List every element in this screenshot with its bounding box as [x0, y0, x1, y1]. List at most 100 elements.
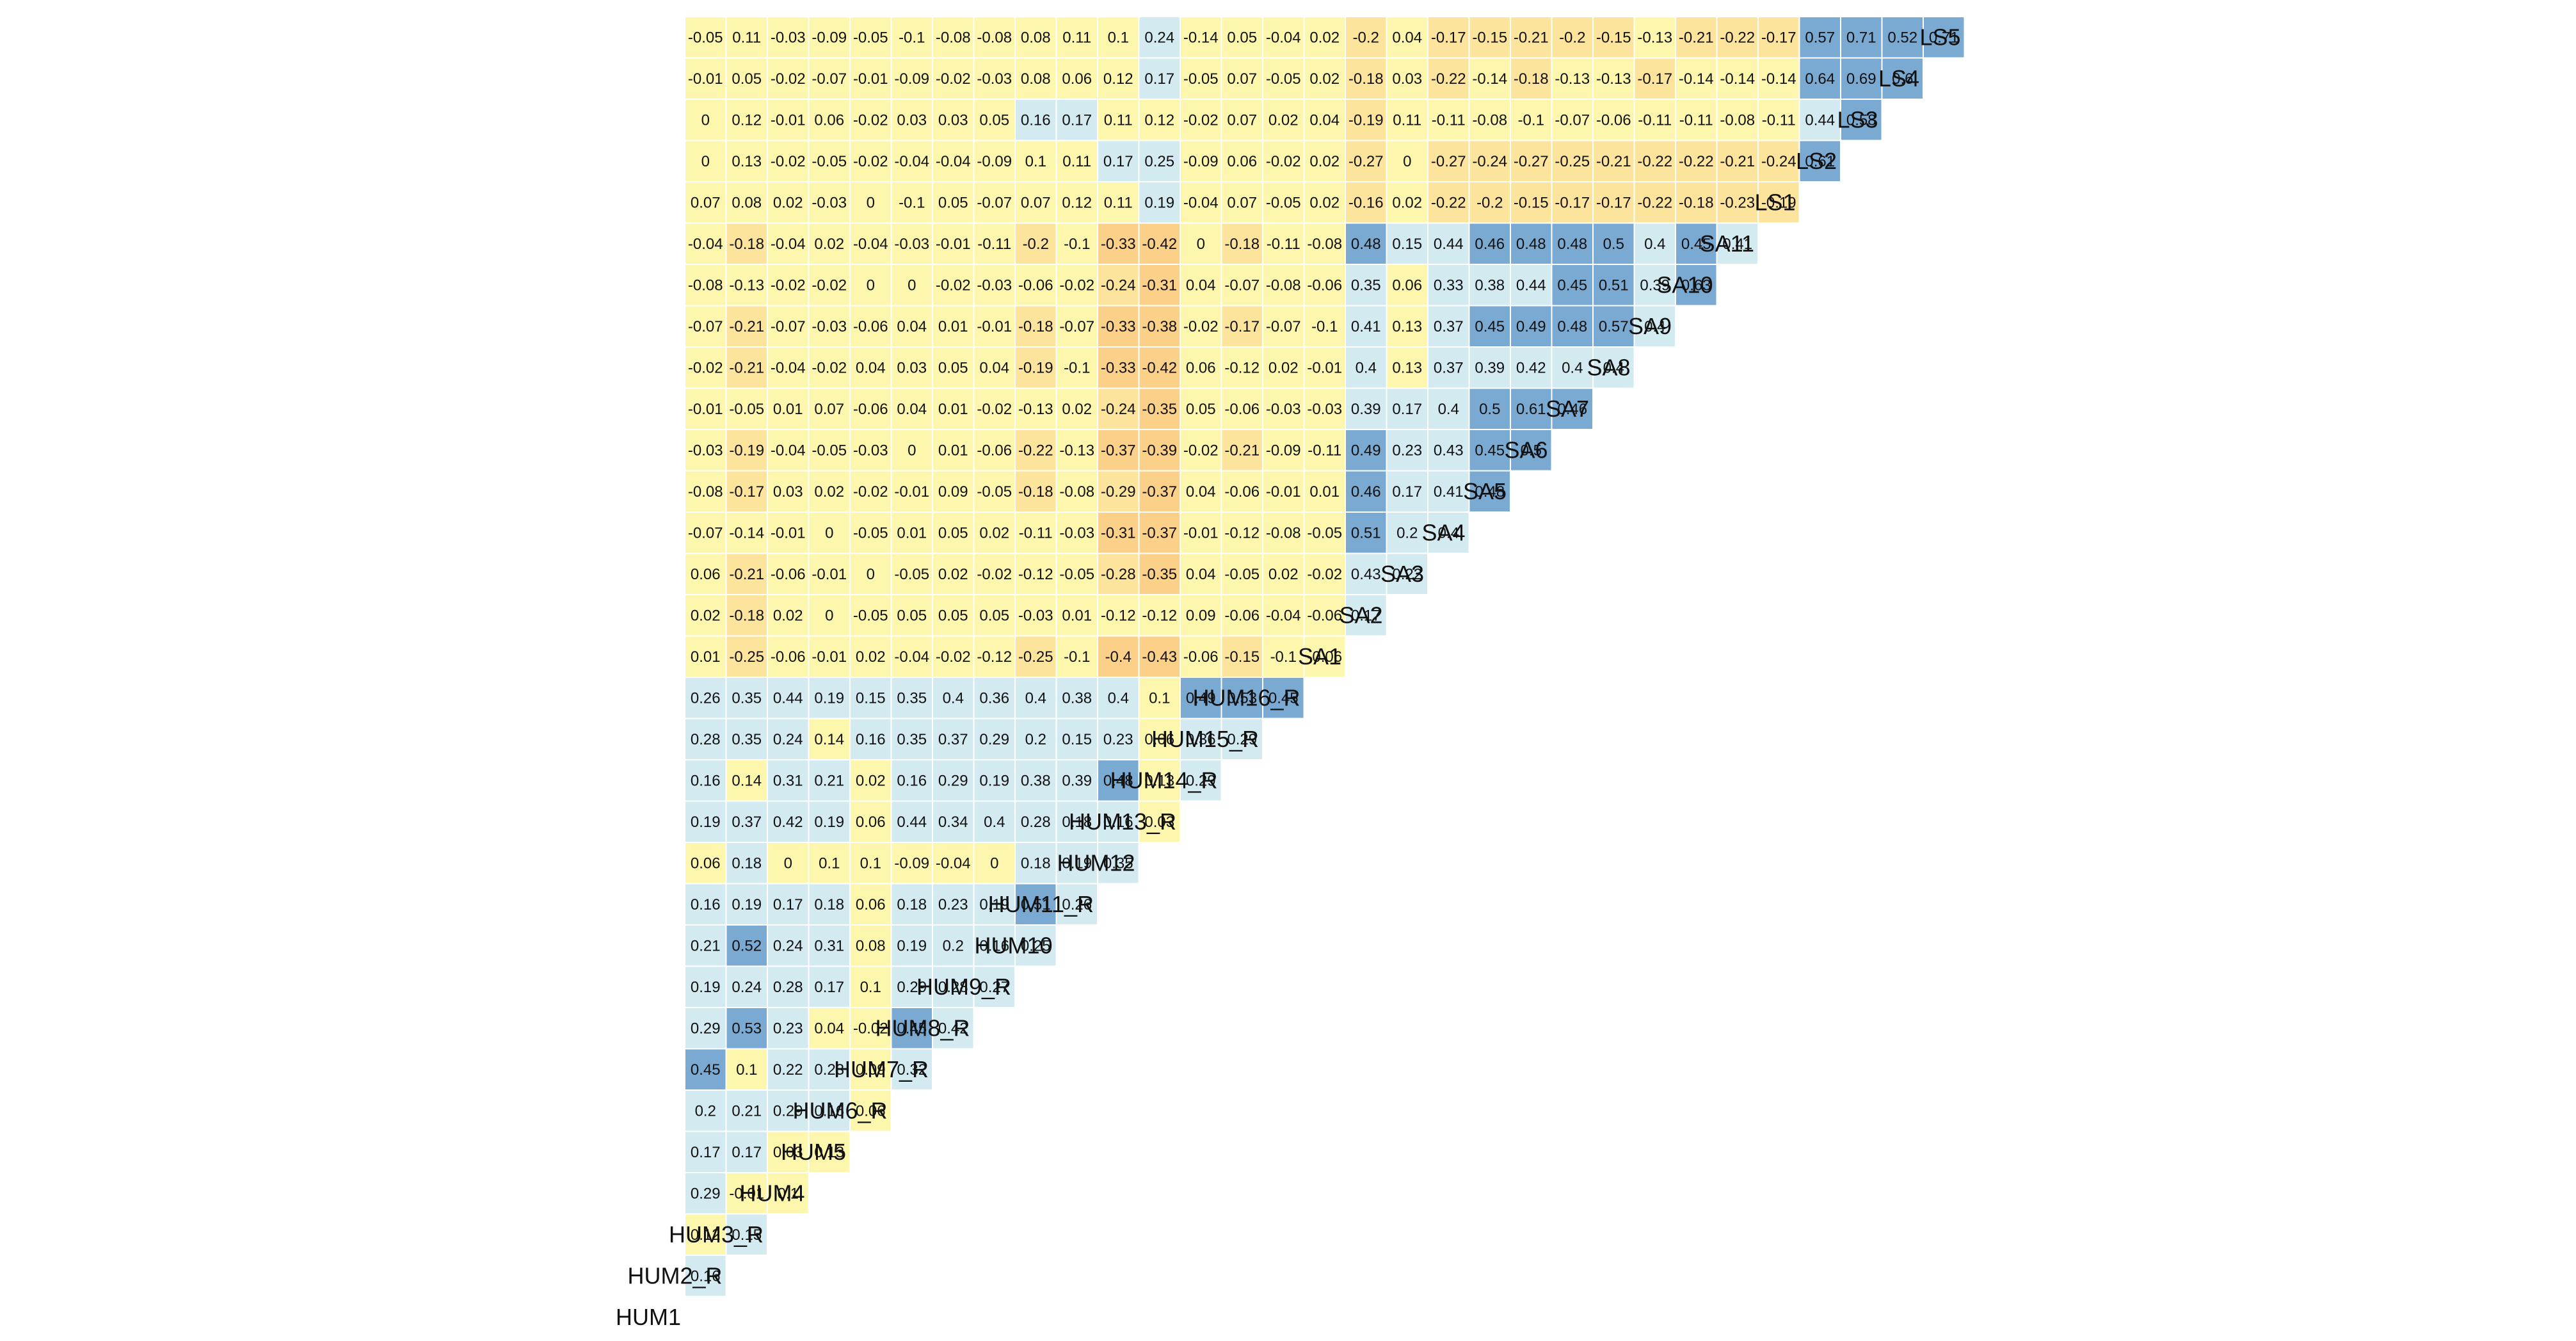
heatmap-cell — [1468, 264, 1511, 307]
cell-value-label: 0.4 — [1438, 401, 1459, 418]
cell-value-label: 0.19 — [979, 896, 1009, 913]
cell-value-label: 0.4 — [943, 689, 964, 707]
cell-value-label: 0.08 — [732, 194, 762, 211]
heatmap-cell — [1180, 264, 1222, 307]
heatmap-cell — [890, 842, 933, 885]
cell-value-label: 0.38 — [1475, 277, 1505, 294]
cell-value-label: 0.46 — [1351, 483, 1381, 501]
cell-value-label: 0.48 — [1516, 236, 1546, 253]
cell-value-label: 0.1 — [819, 855, 840, 872]
cell-value-label: -0.18 — [729, 607, 764, 624]
cell-value-label: 0.11 — [1104, 111, 1133, 129]
cell-value-label: -0.14 — [729, 524, 764, 542]
cell-value-label: 0 — [908, 442, 916, 459]
cell-value-label: -0.14 — [1761, 70, 1796, 88]
heatmap-cell — [1055, 346, 1098, 389]
cell-value-label: -0.11 — [1762, 111, 1796, 129]
heatmap-cell — [1510, 305, 1553, 348]
cell-value-label: 0.21 — [732, 1102, 762, 1120]
cell-value-label: 0.03 — [773, 1144, 803, 1161]
cell-value-label: 0.1 — [860, 855, 881, 872]
variable-label: SA2 — [1339, 602, 1382, 628]
cell-value-label: 0.29 — [938, 772, 968, 789]
cell-value-label: -0.06 — [1018, 277, 1053, 294]
variable-label: LS5 — [1919, 24, 1960, 50]
cell-value-label: 0.4 — [1108, 689, 1129, 707]
heatmap-cell — [973, 305, 1016, 348]
heatmap-cell — [1675, 222, 1718, 265]
cell-value-label: -0.08 — [1266, 277, 1301, 294]
heatmap-cell — [1551, 222, 1594, 265]
cell-value-label: -0.06 — [1224, 607, 1260, 624]
heatmap-cell — [1014, 635, 1057, 678]
heatmap-cell — [1055, 387, 1098, 430]
cell-value-label: 0.57 — [1599, 318, 1629, 335]
cell-value-label: 0.16 — [897, 772, 927, 789]
cell-value-label: -0.04 — [853, 236, 888, 253]
heatmap-cell — [1757, 16, 1800, 59]
heatmap-cell — [684, 346, 727, 389]
cell-value-label: -0.39 — [1142, 442, 1177, 459]
cell-value-label: -0.02 — [771, 277, 806, 294]
heatmap-cell — [1345, 429, 1388, 472]
cell-value-label: -0.08 — [977, 29, 1012, 46]
cell-value-label: -0.01 — [1266, 483, 1301, 501]
heatmap-cell — [808, 346, 851, 389]
heatmap-cell — [890, 387, 933, 430]
heatmap-cell — [973, 965, 1016, 1008]
cell-value-label: -0.01 — [688, 401, 723, 418]
heatmap-cell — [1345, 181, 1388, 224]
cell-value-label: 0.04 — [897, 318, 927, 335]
cell-value-label: 0.02 — [938, 566, 968, 583]
heatmap-cell — [1055, 140, 1098, 182]
heatmap-cell — [725, 1130, 768, 1173]
cell-value-label: -0.09 — [1266, 442, 1301, 459]
heatmap-cell — [1840, 99, 1883, 141]
heatmap-cell — [890, 346, 933, 389]
heatmap-cell — [1468, 16, 1511, 59]
heatmap-cell — [684, 222, 727, 265]
cell-value-label: 0.19 — [897, 937, 927, 954]
cell-value-label: 0.43 — [1434, 442, 1464, 459]
cell-value-label: -0.02 — [853, 111, 888, 129]
heatmap-cell — [1014, 552, 1057, 595]
cell-value-label: 0.02 — [856, 648, 886, 666]
heatmap-cell — [1262, 222, 1305, 265]
heatmap-cell — [890, 635, 933, 678]
cell-value-label: -0.02 — [688, 359, 723, 376]
cell-value-label: -0.22 — [1637, 153, 1672, 170]
cell-value-label: -0.04 — [1266, 607, 1301, 624]
heatmap-cell — [1303, 429, 1346, 472]
heatmap-cell — [684, 594, 727, 637]
heatmap-cell — [1220, 16, 1263, 59]
heatmap-cell — [808, 181, 851, 224]
heatmap-cell — [1303, 387, 1346, 430]
cell-value-label: -0.07 — [688, 524, 723, 542]
heatmap-cell — [1881, 57, 1924, 100]
cell-value-label: -0.17 — [1596, 194, 1631, 211]
cell-value-label: 0.16 — [1103, 814, 1133, 831]
heatmap-cell — [1468, 99, 1511, 141]
cell-value-label: 0.35 — [732, 689, 762, 707]
cell-value-label: 0.02 — [773, 194, 803, 211]
heatmap-cell — [767, 387, 810, 430]
cell-value-label: 0.46 — [1557, 401, 1587, 418]
heatmap-cell — [849, 1089, 892, 1132]
cell-value-label: 0.19 — [732, 896, 762, 913]
cell-value-label: 0.04 — [814, 1020, 844, 1037]
heatmap-cell — [808, 1048, 851, 1091]
cell-value-label: -0.37 — [1142, 483, 1177, 501]
cell-value-label: 0.02 — [1268, 566, 1299, 583]
heatmap-cell — [932, 387, 975, 430]
heatmap-cell — [1675, 264, 1718, 307]
cell-value-label: 0.12 — [1144, 111, 1174, 129]
cell-value-label: 0.4 — [1438, 524, 1459, 542]
heatmap-cell — [1097, 264, 1140, 307]
cell-value-label: -0.02 — [936, 70, 971, 88]
cell-value-label: 0.1 — [1025, 153, 1046, 170]
variable-label: HUM15_R — [1151, 726, 1259, 752]
cell-value-label: -0.14 — [1183, 29, 1219, 46]
cell-value-label: 0.45 — [1475, 318, 1505, 335]
cell-value-label: -0.11 — [1432, 111, 1466, 129]
heatmap-cell — [973, 800, 1016, 843]
